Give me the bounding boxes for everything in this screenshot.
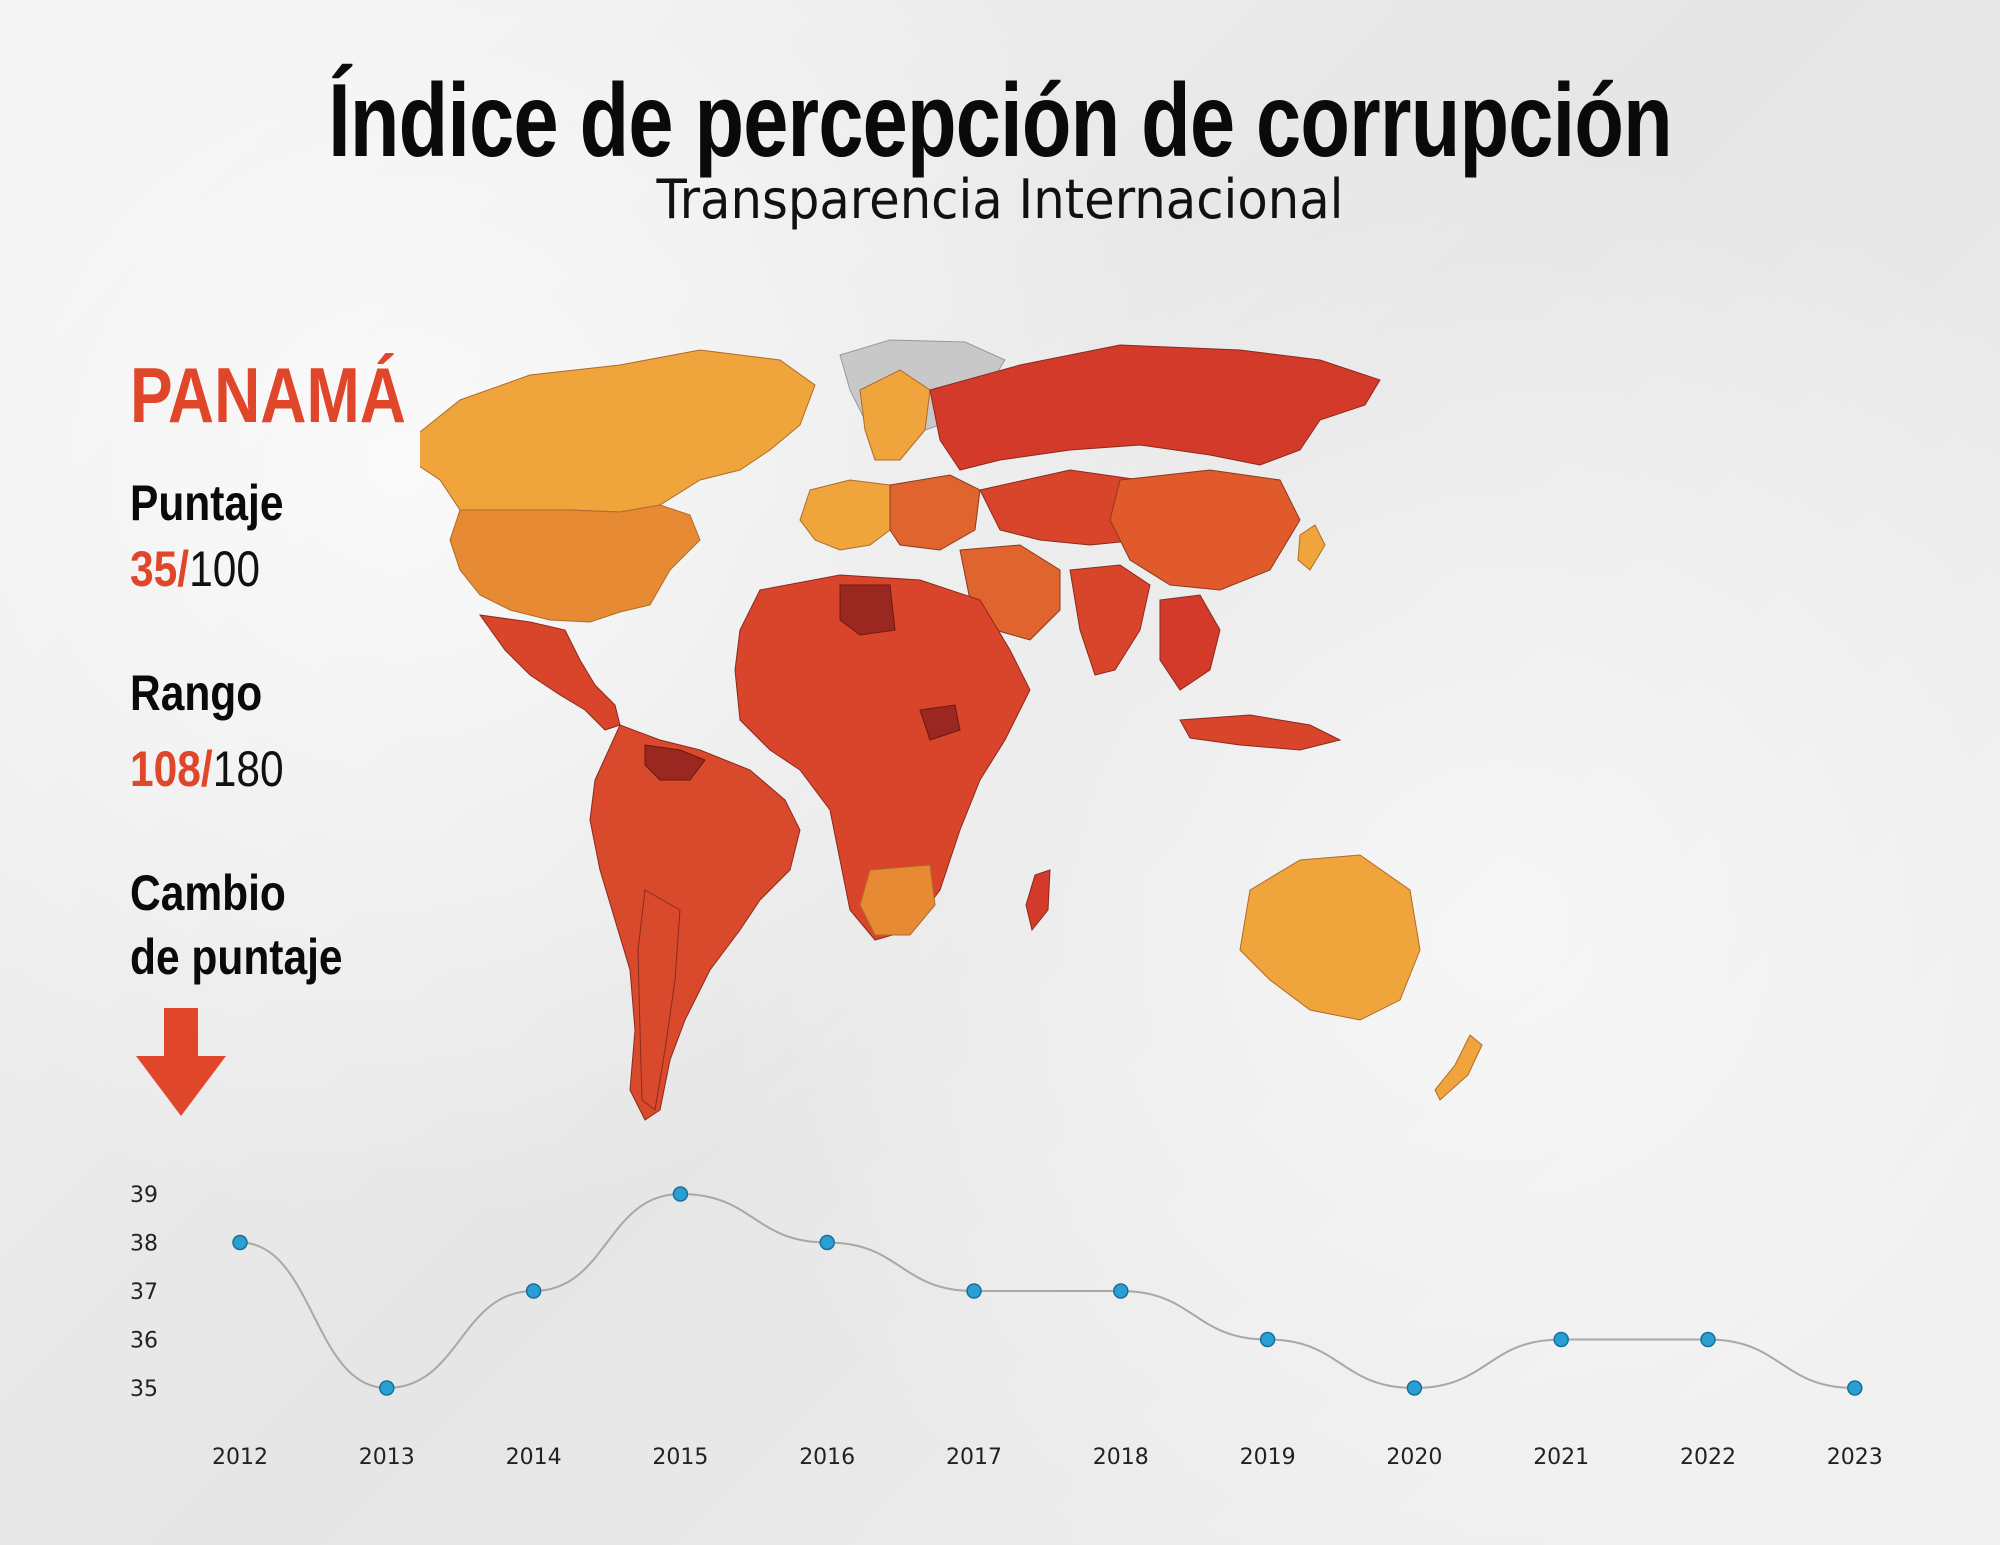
- score-number: 35/: [130, 541, 190, 597]
- x-axis-ticks: 2012 2013 2014 2015 2016 2017 2018 2019 2020 2021…: [212, 1445, 1883, 1470]
- country-name: PANAMÁ: [130, 351, 406, 439]
- map-japan: [1297, 524, 1326, 571]
- map-libya: [839, 584, 896, 636]
- score-value: 35/100: [130, 540, 260, 598]
- x-tick-label: 2014: [506, 1445, 562, 1470]
- data-point: [1847, 1380, 1863, 1396]
- x-tick-label: 2013: [359, 1445, 415, 1470]
- data-point: [819, 1234, 835, 1251]
- map-europe-east: [889, 474, 981, 551]
- score-label: Puntaje: [130, 475, 284, 531]
- map-indonesia: [1179, 714, 1342, 751]
- map-madagascar: [1025, 869, 1051, 932]
- x-tick-label: 2018: [1093, 1445, 1149, 1470]
- data-point: [1259, 1331, 1276, 1348]
- x-tick-label: 2019: [1240, 1445, 1296, 1470]
- map-south-sudan: [919, 704, 961, 741]
- data-point: [379, 1380, 395, 1396]
- map-mexico: [478, 614, 621, 731]
- map-scandinavia: [859, 369, 931, 461]
- y-tick-label: 39: [130, 1183, 158, 1208]
- map-southern-africa: [859, 864, 936, 936]
- x-tick-label: 2023: [1827, 1445, 1883, 1470]
- rank-total: 180: [212, 741, 284, 797]
- series-line: [239, 1192, 1855, 1390]
- y-tick-label: 38: [130, 1232, 158, 1257]
- data-point: [672, 1186, 689, 1202]
- world-map: [420, 339, 1483, 1121]
- data-point: [1700, 1331, 1716, 1348]
- map-china: [1109, 469, 1301, 591]
- change-label: Cambio: [130, 868, 286, 918]
- map-se-asia: [1159, 594, 1221, 691]
- map-india: [1069, 564, 1151, 676]
- y-tick-label: 37: [130, 1280, 158, 1305]
- rank-label: Rango: [130, 665, 263, 721]
- page-title: Índice de percepción de corrupción: [328, 63, 1673, 179]
- map-australia: [1239, 854, 1421, 1021]
- data-point: [1553, 1331, 1569, 1348]
- data-point: [525, 1283, 542, 1299]
- x-tick-label: 2022: [1680, 1445, 1736, 1470]
- map-new-zealand: [1434, 1034, 1483, 1101]
- change-label-2: de puntaje: [130, 932, 343, 982]
- y-tick-label: 35: [130, 1377, 158, 1402]
- map-europe-west: [799, 479, 901, 551]
- map-argentina: [637, 889, 681, 1111]
- x-tick-label: 2016: [799, 1445, 855, 1470]
- change-label-line1: Cambio: [130, 865, 286, 921]
- data-point: [1113, 1283, 1129, 1299]
- page-subtitle: Transparencia Internacional: [656, 168, 1344, 231]
- x-tick-label: 2012: [212, 1445, 268, 1470]
- x-tick-label: 2015: [652, 1445, 708, 1470]
- x-tick-label: 2020: [1386, 1445, 1442, 1470]
- data-point: [232, 1234, 248, 1251]
- rank-value: 108/180: [130, 740, 284, 798]
- map-canada: [420, 349, 816, 513]
- map-venezuela: [644, 744, 706, 781]
- change-label-line2: de puntaje: [130, 929, 343, 985]
- rank-number: 108/: [130, 741, 213, 797]
- data-point: [1406, 1380, 1423, 1396]
- data-point: [966, 1283, 982, 1299]
- y-tick-label: 36: [130, 1329, 158, 1354]
- x-tick-label: 2017: [946, 1445, 1002, 1470]
- map-south-america: [589, 724, 801, 1121]
- arrow-down-icon: [136, 1008, 226, 1116]
- score-total: 100: [189, 541, 261, 597]
- map-usa: [449, 504, 701, 623]
- y-axis-ticks: 39 38 37 36 35: [130, 1183, 158, 1402]
- map-russia: [929, 344, 1381, 471]
- series-points: [232, 1186, 1863, 1396]
- x-tick-label: 2021: [1533, 1445, 1589, 1470]
